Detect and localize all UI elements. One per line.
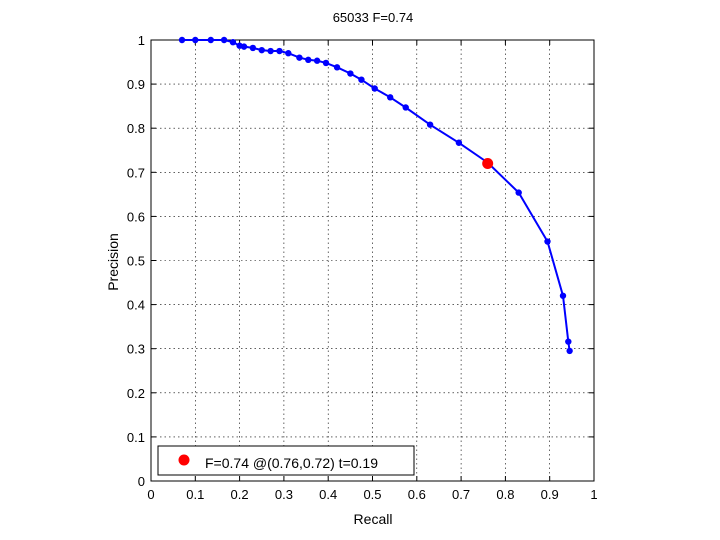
data-point	[426, 121, 434, 128]
data-point	[455, 139, 463, 146]
data-point	[178, 36, 186, 44]
y-tick-label: 0.8	[127, 121, 145, 136]
x-tick-label: 1	[590, 487, 597, 502]
data-point	[402, 104, 409, 111]
data-point	[240, 43, 248, 50]
y-tick-label: 0	[138, 474, 145, 489]
grid-lines	[151, 40, 594, 481]
y-tick-label: 0.3	[127, 342, 145, 357]
data-point	[371, 85, 378, 92]
chart-title: 65033 F=0.74	[333, 10, 414, 25]
y-tick-label: 0.4	[127, 298, 145, 313]
data-point	[358, 76, 365, 83]
data-point	[258, 46, 265, 54]
x-tick-label: 0.9	[541, 487, 559, 502]
data-point	[220, 36, 228, 44]
data-point	[333, 64, 341, 71]
data-point	[192, 36, 199, 44]
x-tick-label: 0.7	[452, 487, 470, 502]
data-point	[305, 56, 312, 64]
data-point	[313, 57, 321, 64]
data-point	[285, 50, 292, 57]
x-tick-labels: 0 0.1 0.2 0.3 0.4 0.5 0.6 0.7 0.8 0.9 1	[147, 487, 597, 502]
x-tick-label: 0.1	[186, 487, 204, 502]
data-point	[296, 54, 303, 61]
data-point	[566, 347, 573, 355]
y-tick-labels: 0 0.1 0.2 0.3 0.4 0.5 0.6 0.7 0.8 0.9 1	[127, 33, 145, 489]
data-point	[347, 70, 354, 77]
data-point	[229, 39, 237, 46]
data-point	[207, 36, 215, 44]
y-tick-label: 0.7	[127, 165, 145, 180]
data-point	[267, 47, 274, 55]
y-tick-label: 0.2	[127, 386, 145, 401]
legend: F=0.74 @(0.76,0.72) t=0.19	[157, 445, 415, 476]
data-point	[515, 189, 522, 196]
data-point	[544, 238, 551, 245]
x-tick-label: 0.2	[231, 487, 249, 502]
best-f-marker	[482, 157, 494, 169]
data-point	[276, 47, 283, 55]
series-precision-recall	[178, 36, 573, 355]
axis-ticks	[150, 39, 595, 482]
x-axis-label: Recall	[354, 511, 393, 527]
x-tick-label: 0.4	[319, 487, 337, 502]
y-tick-label: 0.1	[127, 430, 145, 445]
y-tick-label: 1	[138, 33, 145, 48]
x-tick-label: 0.8	[496, 487, 514, 502]
data-point	[565, 338, 572, 345]
x-tick-label: 0.3	[275, 487, 293, 502]
legend-marker	[178, 454, 190, 466]
x-tick-label: 0.6	[408, 487, 426, 502]
data-point	[249, 44, 257, 52]
data-point	[387, 94, 394, 101]
y-axis-label: Precision	[105, 233, 121, 291]
data-point	[322, 59, 330, 67]
y-tick-label: 0.6	[127, 209, 145, 224]
x-tick-label: 0.5	[363, 487, 381, 502]
y-tick-label: 0.5	[127, 254, 145, 269]
best-f-point	[482, 157, 494, 169]
data-point	[559, 292, 567, 299]
legend-box	[157, 445, 415, 476]
legend-label: F=0.74 @(0.76,0.72) t=0.19	[205, 455, 378, 471]
x-tick-label: 0	[147, 487, 154, 502]
y-tick-label: 0.9	[127, 77, 145, 92]
